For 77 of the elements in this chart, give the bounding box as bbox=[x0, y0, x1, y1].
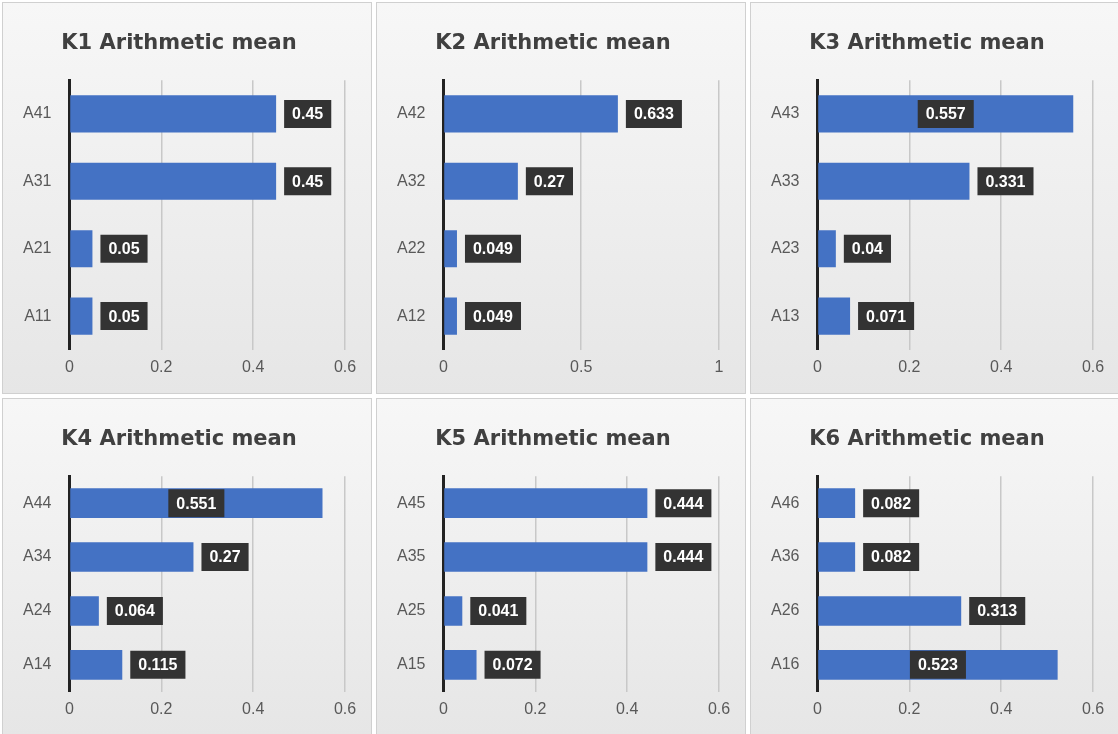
chart-title: K6 Arithmetic mean bbox=[809, 426, 1045, 451]
y-tick-label: A42 bbox=[397, 104, 426, 122]
y-tick-label: A35 bbox=[397, 547, 426, 565]
data-label: 0.313 bbox=[977, 602, 1018, 620]
y-tick-label: A15 bbox=[397, 655, 426, 673]
data-label: 0.072 bbox=[492, 656, 533, 674]
data-label: 0.523 bbox=[917, 656, 959, 674]
y-tick-label: A24 bbox=[23, 601, 52, 619]
data-label: 0.082 bbox=[871, 494, 912, 512]
x-tick-label: 0.6 bbox=[707, 699, 731, 717]
x-tick-label: 0.6 bbox=[333, 357, 357, 375]
y-tick-label: A43 bbox=[771, 104, 800, 122]
data-label: 0.05 bbox=[108, 307, 140, 325]
y-tick-label: A21 bbox=[23, 239, 52, 257]
y-tick-label: A33 bbox=[771, 171, 800, 189]
x-tick-label: 0.4 bbox=[242, 357, 265, 375]
y-tick-label: A36 bbox=[771, 547, 800, 565]
y-tick-label: A25 bbox=[397, 601, 426, 619]
x-tick-label: 0 bbox=[65, 357, 75, 375]
data-label: 0.557 bbox=[925, 105, 966, 123]
y-tick-label: A34 bbox=[23, 547, 52, 565]
x-tick-label: 0.6 bbox=[1081, 357, 1105, 375]
data-label: 0.04 bbox=[851, 240, 884, 258]
data-label: 0.049 bbox=[472, 240, 514, 258]
x-tick-label: 0.2 bbox=[524, 699, 547, 717]
data-label: 0.551 bbox=[176, 494, 217, 512]
x-tick-label: 0.4 bbox=[990, 699, 1013, 717]
x-tick-label: 0.2 bbox=[898, 699, 921, 717]
y-tick-label: A12 bbox=[397, 306, 426, 324]
data-label: 0.45 bbox=[292, 172, 324, 190]
y-tick-label: A14 bbox=[23, 655, 52, 673]
chart-title: K3 Arithmetic mean bbox=[809, 30, 1045, 55]
x-tick-label: 0.4 bbox=[616, 699, 639, 717]
chart-title: K5 Arithmetic mean bbox=[435, 426, 671, 451]
x-tick-label: 0.5 bbox=[570, 357, 593, 375]
y-tick-label: A22 bbox=[397, 239, 426, 257]
x-tick-label: 0 bbox=[813, 699, 823, 717]
data-label: 0.331 bbox=[985, 172, 1026, 190]
x-tick-label: 0.2 bbox=[150, 357, 173, 375]
y-tick-label: A31 bbox=[23, 171, 52, 189]
x-tick-label: 0.4 bbox=[242, 699, 265, 717]
y-tick-label: A41 bbox=[23, 104, 52, 122]
y-tick-label: A44 bbox=[23, 493, 52, 511]
chart-title: K2 Arithmetic mean bbox=[435, 30, 671, 55]
data-label: 0.27 bbox=[533, 172, 566, 190]
x-tick-label: 0.4 bbox=[990, 357, 1013, 375]
y-tick-label: A11 bbox=[24, 306, 52, 324]
x-tick-label: 0 bbox=[65, 699, 75, 717]
data-label: 0.041 bbox=[478, 602, 519, 620]
data-label: 0.45 bbox=[292, 105, 324, 123]
x-tick-label: 1 bbox=[714, 357, 724, 375]
y-tick-label: A13 bbox=[771, 306, 800, 324]
data-label: 0.444 bbox=[663, 494, 704, 512]
data-label: 0.444 bbox=[663, 548, 704, 566]
data-label: 0.049 bbox=[472, 307, 514, 325]
chart-title: K4 Arithmetic mean bbox=[61, 426, 297, 451]
x-tick-label: 0.6 bbox=[1081, 699, 1105, 717]
y-tick-label: A16 bbox=[771, 655, 800, 673]
data-label: 0.064 bbox=[114, 602, 155, 620]
y-tick-label: A26 bbox=[771, 601, 800, 619]
x-tick-label: 0.6 bbox=[333, 699, 357, 717]
data-label: 0.071 bbox=[866, 307, 907, 325]
x-tick-label: 0 bbox=[813, 357, 823, 375]
y-tick-label: A32 bbox=[397, 171, 426, 189]
x-tick-label: 0 bbox=[439, 699, 449, 717]
data-label: 0.27 bbox=[209, 548, 241, 566]
data-label: 0.05 bbox=[108, 240, 140, 258]
data-label: 0.115 bbox=[138, 656, 178, 674]
data-label: 0.633 bbox=[633, 105, 675, 123]
y-tick-label: A23 bbox=[771, 239, 800, 257]
y-tick-label: A46 bbox=[771, 493, 800, 511]
x-tick-label: 0.2 bbox=[150, 699, 173, 717]
chart-title: K1 Arithmetic mean bbox=[61, 30, 297, 55]
data-label: 0.082 bbox=[871, 548, 912, 566]
x-tick-label: 0.2 bbox=[898, 357, 921, 375]
y-tick-label: A45 bbox=[397, 493, 426, 511]
x-tick-label: 0 bbox=[439, 357, 449, 375]
